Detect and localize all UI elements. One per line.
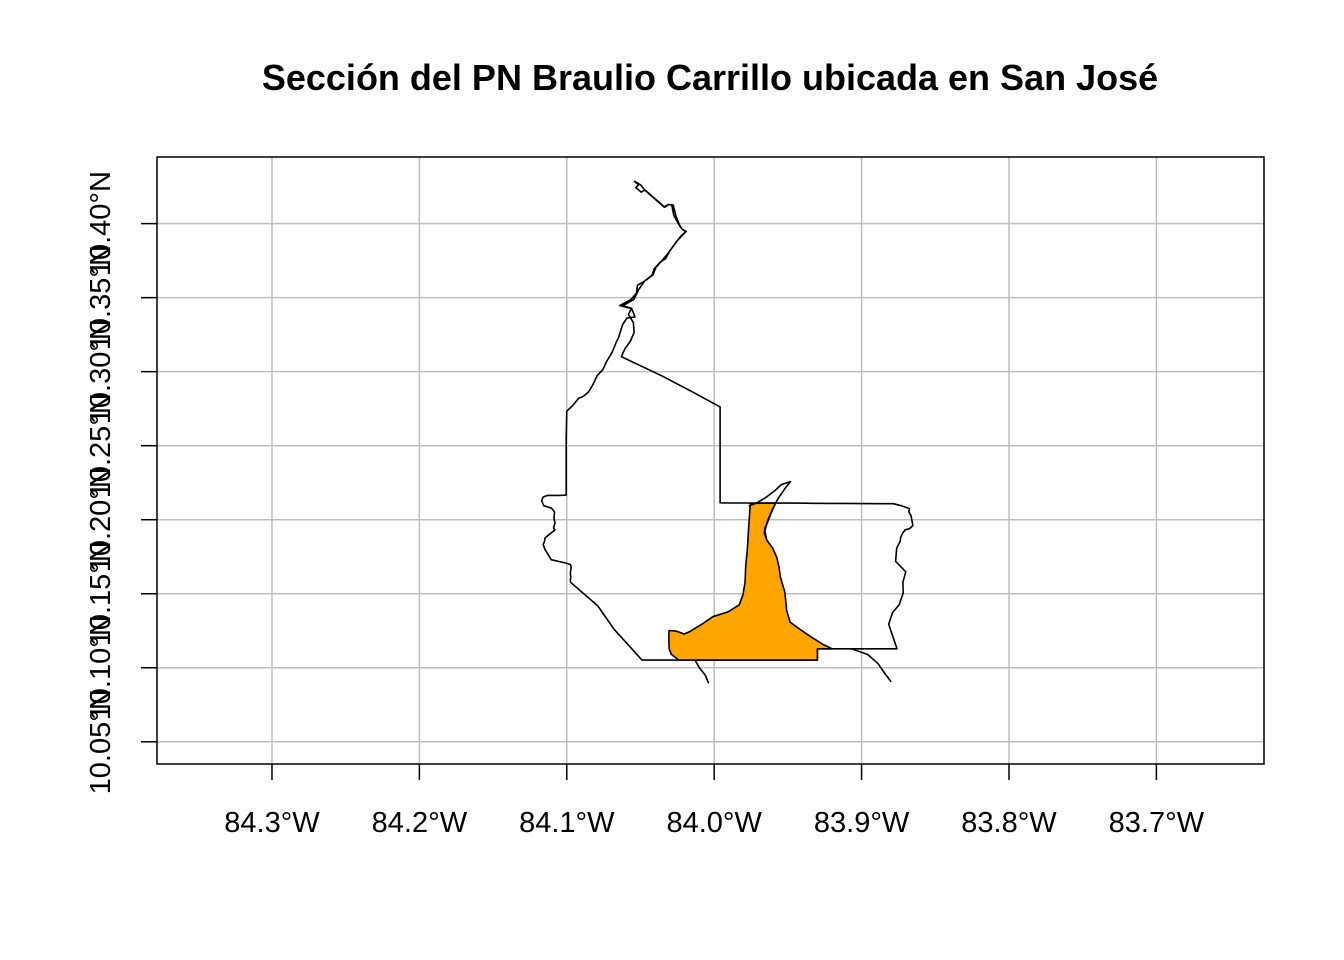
southwest-river bbox=[694, 659, 710, 684]
y-tick-label: 10.35°N bbox=[85, 245, 117, 350]
map-features bbox=[540, 180, 914, 684]
x-tick-label: 83.9°W bbox=[814, 807, 910, 839]
river-boundary bbox=[748, 480, 792, 541]
x-tick-label: 84.0°W bbox=[666, 807, 762, 839]
southern-river bbox=[851, 648, 892, 683]
san-jose-section bbox=[667, 502, 833, 661]
x-tick-label: 83.8°W bbox=[961, 807, 1057, 839]
x-tick-label: 83.7°W bbox=[1109, 807, 1205, 839]
y-tick-label: 10.40°N bbox=[85, 171, 117, 276]
graticule bbox=[157, 157, 1264, 764]
plot-frame bbox=[156, 156, 1265, 765]
y-tick-label: 10.15°N bbox=[85, 541, 117, 646]
y-axis: 10.05°N10.10°N10.15°N10.20°N10.25°N10.30… bbox=[85, 171, 157, 794]
x-axis: 84.3°W 84.2°W 84.1°W 84.0°W 83.9°W 83.8°W 83.7… bbox=[224, 764, 1205, 839]
y-tick-label: 10.25°N bbox=[85, 393, 117, 498]
park-outline bbox=[540, 180, 914, 661]
x-tick-label: 84.3°W bbox=[224, 807, 320, 839]
x-tick-label: 84.1°W bbox=[519, 807, 615, 839]
y-tick-label: 10.20°N bbox=[85, 467, 117, 572]
y-tick-label: 10.30°N bbox=[85, 319, 117, 424]
x-tick-label: 84.2°W bbox=[372, 807, 468, 839]
y-tick-label: 10.10°N bbox=[85, 615, 117, 720]
map-title: Sección del PN Braulio Carrillo ubicada … bbox=[262, 57, 1158, 98]
y-tick-label: 10.05°N bbox=[85, 689, 117, 794]
